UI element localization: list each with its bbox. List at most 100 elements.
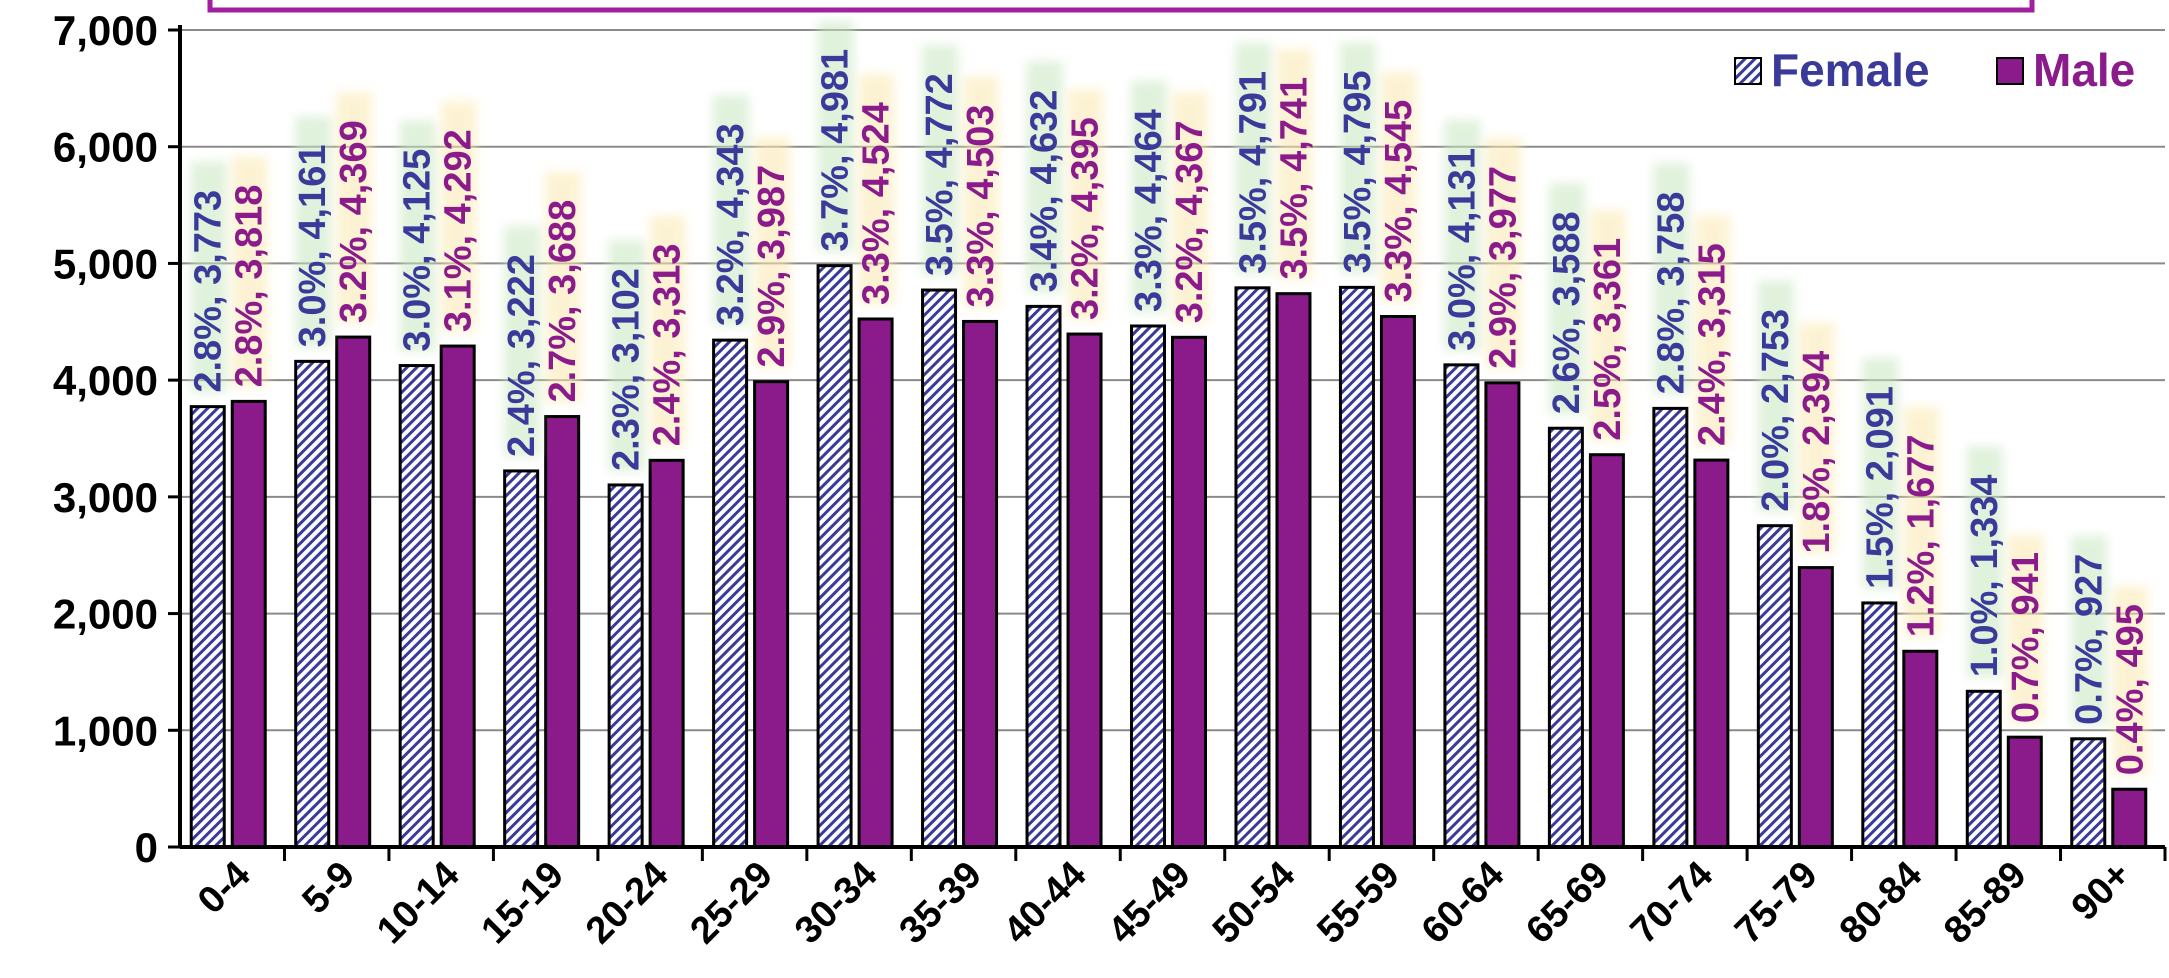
data-label-female-0-4: 2.8%, 3,773 bbox=[188, 190, 230, 393]
data-label-glow bbox=[1172, 92, 1208, 324]
bar-male-0-4 bbox=[230, 399, 267, 849]
data-label-female-30-34: 3.7%, 4,981 bbox=[815, 49, 857, 252]
bar-female-45-49 bbox=[1130, 324, 1166, 849]
x-axis: 0-4 5-9 10-14 15-19 20-24 25-29 30-34 35-39 40-4… bbox=[180, 845, 2167, 952]
bar-female-15-19 bbox=[503, 469, 540, 849]
y-tick-label: 4,000 bbox=[53, 357, 158, 404]
bar-female-90+ bbox=[2070, 737, 2107, 849]
data-label-glow bbox=[1444, 119, 1481, 351]
data-label-male-0-4: 2.8%, 3,818 bbox=[229, 185, 271, 388]
data-label-glow bbox=[336, 92, 373, 324]
data-labels: 2.8%, 3,773 2.8%, 3,818 3.0%, 4,161 3.2%, 4… bbox=[188, 20, 2151, 776]
x-tick-label: 45-49 bbox=[1100, 854, 1198, 952]
bar-male-90+ bbox=[2111, 787, 2148, 849]
data-label-glow bbox=[1966, 446, 2003, 678]
data-label-glow bbox=[713, 95, 750, 327]
y-tick-label: 1,000 bbox=[53, 707, 158, 754]
x-tick-label: 70-74 bbox=[1623, 854, 1721, 952]
x-tick-label: 20-24 bbox=[578, 854, 676, 952]
bar-male-70-74 bbox=[1693, 458, 1730, 849]
data-label-glow bbox=[1798, 322, 1835, 554]
bar-male-35-39 bbox=[962, 319, 999, 849]
bars bbox=[189, 264, 2148, 849]
x-tick-label: 50-54 bbox=[1205, 854, 1303, 952]
bar-female-75-79 bbox=[1756, 524, 1793, 849]
data-label-glow bbox=[545, 171, 582, 403]
bar-male-65-69 bbox=[1588, 453, 1625, 849]
data-label-glow bbox=[649, 215, 686, 447]
x-tick-label: 55-59 bbox=[1309, 854, 1407, 952]
data-label-glow bbox=[399, 120, 436, 352]
legend-swatch-female bbox=[1734, 57, 1762, 85]
bar-female-30-34 bbox=[816, 264, 853, 849]
bar-male-15-19 bbox=[544, 415, 581, 849]
bar-female-85-89 bbox=[1965, 689, 2002, 849]
bar-female-0-4 bbox=[189, 405, 226, 849]
bar-male-30-34 bbox=[857, 317, 894, 849]
data-label-glow bbox=[2007, 534, 2044, 724]
bar-male-80-84 bbox=[1902, 649, 1939, 849]
data-label-male-55-59: 3.3%, 4,545 bbox=[1378, 100, 1420, 303]
x-tick-label: 5-9 bbox=[295, 854, 364, 923]
data-label-male-70-74: 2.4%, 3,315 bbox=[1691, 243, 1733, 446]
data-label-female-85-89: 1.0%, 1,334 bbox=[1964, 474, 2006, 677]
x-tick-label: 85-89 bbox=[1936, 854, 2034, 952]
x-tick-label: 25-29 bbox=[683, 854, 781, 952]
bar-male-55-59 bbox=[1379, 315, 1416, 849]
bar-female-60-64 bbox=[1443, 363, 1480, 849]
bar-male-60-64 bbox=[1484, 381, 1521, 849]
data-label-male-25-29: 2.9%, 3,987 bbox=[751, 165, 793, 368]
data-label-male-15-19: 2.7%, 3,688 bbox=[542, 200, 584, 403]
data-label-glow bbox=[1380, 71, 1417, 303]
data-label-male-80-84: 1.2%, 1,677 bbox=[1900, 434, 1942, 637]
x-tick-label: 75-79 bbox=[1727, 854, 1825, 952]
data-label-glow bbox=[1235, 42, 1272, 274]
data-label-glow bbox=[504, 225, 541, 457]
data-label-female-25-29: 3.2%, 4,343 bbox=[710, 123, 752, 326]
data-label-male-90+: 0.4%, 495 bbox=[2109, 604, 2151, 775]
data-label-glow bbox=[817, 20, 854, 252]
data-label-male-5-9: 3.2%, 4,369 bbox=[333, 120, 375, 323]
data-label-male-30-34: 3.3%, 4,524 bbox=[856, 102, 898, 305]
data-label-glow bbox=[1339, 42, 1376, 274]
y-tick-label: 0 bbox=[135, 824, 158, 871]
y-tick-label: 7,000 bbox=[53, 7, 158, 54]
data-label-glow bbox=[2071, 535, 2108, 725]
legend: Female Male bbox=[1734, 44, 2135, 96]
data-label-female-90+: 0.7%, 927 bbox=[2068, 554, 2110, 725]
data-label-male-65-69: 2.5%, 3,361 bbox=[1587, 238, 1629, 441]
bar-female-5-9 bbox=[294, 359, 331, 849]
bar-female-50-54 bbox=[1234, 286, 1271, 849]
data-label-glow bbox=[1067, 89, 1104, 321]
title-frame bbox=[207, 0, 2035, 13]
x-tick-label: 35-39 bbox=[891, 854, 989, 952]
bar-male-45-49 bbox=[1171, 335, 1207, 849]
bar-male-50-54 bbox=[1275, 292, 1312, 849]
data-label-male-45-49: 3.2%, 4,367 bbox=[1169, 120, 1211, 323]
bar-female-20-24 bbox=[607, 483, 644, 849]
x-tick-label: 90+ bbox=[2064, 854, 2139, 929]
x-tick-label: 10-14 bbox=[369, 854, 467, 952]
data-label-glow bbox=[1026, 61, 1063, 293]
bar-female-35-39 bbox=[921, 288, 958, 849]
x-tick-label: 80-84 bbox=[1832, 854, 1930, 952]
data-label-glow bbox=[231, 156, 268, 388]
data-label-female-10-14: 3.0%, 4,125 bbox=[397, 149, 439, 352]
data-label-glow bbox=[295, 116, 332, 348]
legend-label-female: Female bbox=[1771, 44, 1930, 96]
data-label-male-60-64: 2.9%, 3,977 bbox=[1482, 166, 1524, 369]
data-label-female-40-44: 3.4%, 4,632 bbox=[1024, 90, 1066, 293]
y-tick-label: 6,000 bbox=[53, 124, 158, 171]
data-label-glow bbox=[440, 101, 477, 333]
bar-male-40-44 bbox=[1066, 332, 1103, 849]
bar-male-20-24 bbox=[648, 458, 685, 849]
data-label-glow bbox=[963, 76, 1000, 308]
data-label-female-45-49: 3.3%, 4,464 bbox=[1128, 109, 1170, 312]
data-label-female-70-74: 2.8%, 3,758 bbox=[1650, 192, 1692, 395]
bar-female-65-69 bbox=[1547, 426, 1584, 849]
x-tick-label: 65-69 bbox=[1518, 854, 1616, 952]
data-label-glow bbox=[1862, 357, 1899, 589]
data-label-male-40-44: 3.2%, 4,395 bbox=[1065, 117, 1107, 320]
